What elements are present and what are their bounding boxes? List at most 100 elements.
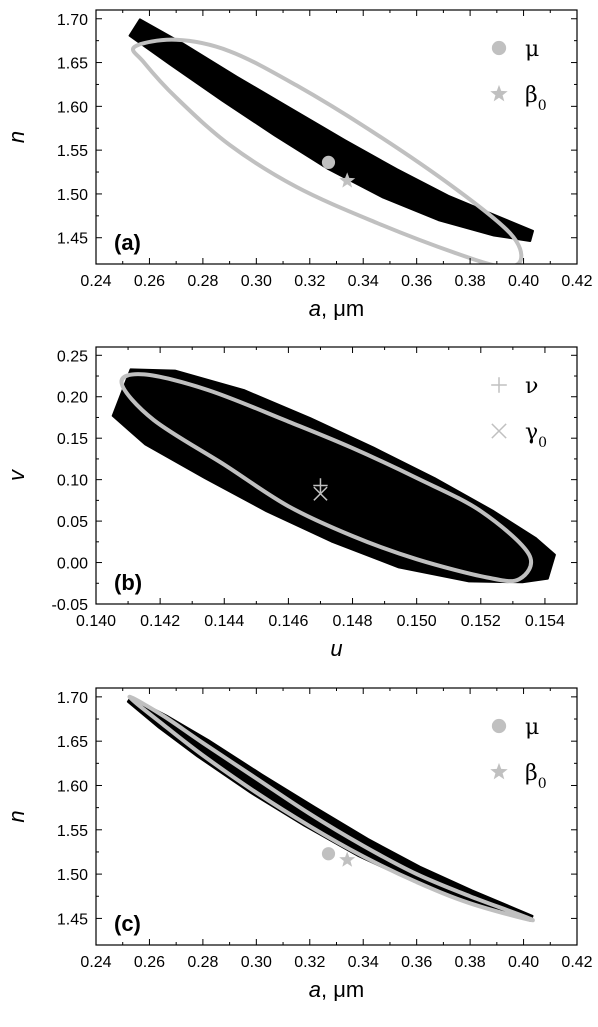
panel-b-x-tick-label: 0.148 <box>333 613 373 630</box>
panel-a-y-tick-label: 1.55 <box>57 143 88 160</box>
panel-c-label: (c) <box>114 911 141 936</box>
panel-c-ellipse <box>127 694 535 923</box>
panel-b-marker-cross <box>313 486 328 501</box>
panel-b-y-tick-label: 0.15 <box>57 431 88 448</box>
panel-c-legend-label-sub: 0 <box>538 776 547 792</box>
panel-a-x-tick-label: 0.38 <box>455 273 486 290</box>
panel-a-x-tick-label: 0.40 <box>508 273 539 290</box>
panel-c-x-tick-label: 0.24 <box>80 954 111 971</box>
panel-b-x-axis-var: u <box>330 636 342 661</box>
panel-b-marker-plus <box>313 478 328 493</box>
panel-c-y-tick-label: 1.45 <box>57 911 88 928</box>
panel-c-x-tick-label: 0.36 <box>401 954 432 971</box>
panel-a-x-tick-label: 0.36 <box>401 273 432 290</box>
panel-b-x-tick-label: 0.142 <box>140 613 180 630</box>
panel-b-data <box>111 368 556 584</box>
panel-b-x-tick-label: 0.154 <box>525 613 565 630</box>
panel-c-y-axis: 1.45 1.50 1.55 1.60 1.65 1.70 <box>57 690 577 928</box>
panel-b-legend-swatch-cross <box>491 423 507 439</box>
panel-a-y-tick-label: 1.60 <box>57 99 88 116</box>
panel-a-marker-star <box>339 172 356 188</box>
panel-a-ellipse <box>131 37 524 264</box>
panel-c-x-tick-label: 0.26 <box>134 954 165 971</box>
panel-c: 0.24 0.26 0.28 0.30 0.32 0.34 0.36 0.38 0.40 0.42… <box>4 687 593 1002</box>
panel-c-y-tick-label: 1.50 <box>57 867 88 884</box>
panel-c-y-axis-title: n <box>4 810 29 822</box>
panel-c-marker-circle <box>321 847 336 861</box>
panel-a-x-tick-label: 0.32 <box>294 273 325 290</box>
panel-a-x-axis-var: a <box>309 296 321 321</box>
panel-a-x-axis-title: a, μm <box>309 296 364 321</box>
panel-b-x-tick-label: 0.140 <box>76 613 116 630</box>
panel-b-legend-label-sub: 0 <box>538 435 547 451</box>
panel-b-label: (b) <box>114 570 142 595</box>
panel-a-y-axis-title: n <box>4 131 29 143</box>
panel-b-y-tick-label: 0.00 <box>57 556 88 573</box>
panel-a-x-axis: 0.24 0.26 0.28 0.30 0.32 0.34 0.36 0.38 0.40 0.42 <box>80 10 593 290</box>
panel-a-label: (a) <box>114 230 141 255</box>
panel-b-y-axis: -0.05 0.00 0.05 0.10 0.15 0.20 0.25 <box>52 348 577 614</box>
panel-b-x-tick-label: 0.152 <box>461 613 501 630</box>
panel-b-y-tick-label: 0.25 <box>57 348 88 365</box>
panel-b-y-tick-label: -0.05 <box>52 597 89 614</box>
panel-c-data <box>126 694 535 923</box>
panel-b-legend: νγ0 <box>491 374 547 451</box>
panel-a-x-tick-label: 0.30 <box>241 273 272 290</box>
panel-a-x-tick-label: 0.24 <box>80 273 111 290</box>
panel-b-legend-label-base: ν <box>525 374 538 399</box>
panel-a-legend-label-sub: 0 <box>538 98 547 114</box>
panel-a-marker-circle <box>321 155 336 169</box>
panel-a-x-tick-label: 0.34 <box>348 273 379 290</box>
panel-b-y-tick-label: 0.10 <box>57 473 88 490</box>
panel-a-legend: μβ0 <box>490 37 547 114</box>
panel-c-y-tick-label: 1.65 <box>57 734 88 751</box>
panel-b-y-tick-label: 0.05 <box>57 514 88 531</box>
panel-b-legend-label: γ0 <box>525 420 547 451</box>
panel-b-x-tick-label: 0.144 <box>204 613 244 630</box>
panel-c-x-tick-label: 0.40 <box>508 954 539 971</box>
panel-b-ellipse <box>119 372 534 584</box>
panel-a-y-tick-label: 1.65 <box>57 56 88 73</box>
panel-c-x-axis-title: a, μm <box>309 977 364 1002</box>
panel-a-y-tick-label: 1.70 <box>57 12 88 29</box>
panel-a-data <box>128 18 534 264</box>
panel-c-x-tick-label: 0.28 <box>187 954 218 971</box>
panel-a-x-axis-unit: , μm <box>321 296 364 321</box>
panel-b-confidence-region <box>111 368 556 584</box>
panel-b-x-axis: 0.140 0.142 0.144 0.146 0.148 0.150 0.152 0.154 <box>76 347 565 630</box>
panel-b-legend-label-base: γ <box>525 420 538 445</box>
panel-c-x-tick-label: 0.34 <box>348 954 379 971</box>
panel-a-x-tick-label: 0.42 <box>561 273 592 290</box>
panel-a-legend-label: β0 <box>525 83 547 114</box>
panel-c-legend-swatch-circle <box>491 718 507 734</box>
panel-b-legend-swatch-plus <box>491 377 507 393</box>
panel-a: 0.24 0.26 0.28 0.30 0.32 0.34 0.36 0.38 0.40 0.42… <box>4 9 593 321</box>
panel-c-x-axis: 0.24 0.26 0.28 0.30 0.32 0.34 0.36 0.38 0.40 0.42 <box>80 688 593 971</box>
panel-a-x-tick-label: 0.28 <box>187 273 218 290</box>
panel-a-y-axis: 1.45 1.50 1.55 1.60 1.65 1.70 <box>57 12 577 248</box>
panel-a-legend-label-base: β <box>525 83 538 108</box>
panel-a-legend-swatch-circle <box>491 40 507 56</box>
panel-c-legend-label-base: β <box>525 761 538 786</box>
panel-b-y-tick-label: 0.20 <box>57 390 88 407</box>
panel-c-legend-swatch-star <box>490 762 508 780</box>
panel-c-marker-star <box>339 851 356 867</box>
panel-b-x-tick-label: 0.150 <box>397 613 437 630</box>
panel-a-y-tick-label: 1.50 <box>57 187 88 204</box>
panel-a-x-tick-label: 0.26 <box>134 273 165 290</box>
panel-c-x-axis-var: a <box>309 977 321 1002</box>
panel-b-x-tick-label: 0.146 <box>268 613 308 630</box>
panel-c-y-tick-label: 1.60 <box>57 778 88 795</box>
panel-b-frame <box>95 346 578 605</box>
panel-c-y-tick-label: 1.55 <box>57 823 88 840</box>
panel-b-legend-label: ν <box>525 374 538 399</box>
panel-c-y-tick-label: 1.70 <box>57 690 88 707</box>
panel-c-legend: μβ0 <box>490 715 547 792</box>
panel-a-legend-label: μ <box>525 37 539 62</box>
panel-a-y-tick-label: 1.45 <box>57 231 88 248</box>
panel-c-x-tick-label: 0.38 <box>455 954 486 971</box>
panel-c-legend-label: β0 <box>525 761 547 792</box>
panel-c-x-tick-label: 0.30 <box>241 954 272 971</box>
panel-b-x-axis-title: u <box>330 636 342 661</box>
